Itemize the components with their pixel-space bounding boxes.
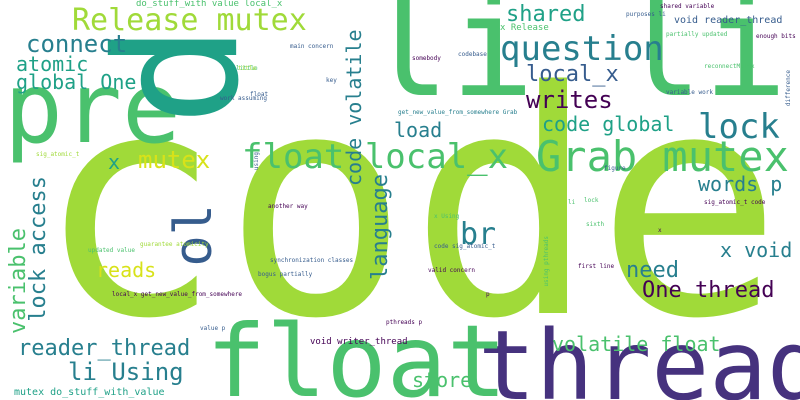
- word-using: using: [253, 152, 260, 171]
- word-writes: writes: [526, 86, 613, 114]
- word-br: br: [460, 217, 497, 252]
- word-float-small: float: [250, 91, 269, 98]
- word-void-writer-thread: void writer_thread: [310, 337, 408, 347]
- word-difference: difference: [785, 70, 792, 107]
- word-bogus-partially: bogus partially: [258, 271, 313, 278]
- word-synchronization-classes: synchronization classes: [270, 257, 354, 264]
- word-atomic: atomic: [16, 52, 89, 76]
- word-title: title: [238, 65, 257, 72]
- word-pre: pre: [4, 52, 182, 166]
- word-another-way: another way: [268, 203, 308, 210]
- word-valid-concern: valid concern: [428, 267, 475, 274]
- word-do-stuff-local-x: do_stuff_with value local_x: [136, 0, 283, 9]
- word-p-big: p: [102, 23, 301, 127]
- word-li-small: li: [568, 199, 576, 206]
- word-connect: connect: [26, 30, 128, 58]
- word-figure: figure: [604, 165, 626, 172]
- word-reads: reads: [96, 258, 157, 282]
- word-code-volatile: code volatile: [342, 29, 366, 186]
- word-x-left: x: [108, 150, 121, 174]
- word-load: load: [394, 118, 443, 142]
- word-small-p: p: [486, 291, 490, 298]
- word-updated-value: updated value: [88, 247, 135, 254]
- word-shared-variable: shared variable: [660, 3, 715, 10]
- word-one-thread: One thread: [642, 278, 775, 303]
- word-using-pthreads: using pthreads: [543, 236, 550, 287]
- word-sig-atomic-code: sig_atomic_t code: [704, 199, 766, 206]
- word-key: key: [326, 77, 337, 84]
- word-void-reader-thread: void reader_thread: [674, 15, 783, 26]
- word-x-using: x Using: [434, 213, 460, 220]
- word-get-new-value: get_new_value_from_somewhere Grab: [398, 109, 518, 116]
- word-x-void: x void: [720, 238, 793, 262]
- word-store: store: [412, 368, 473, 392]
- word-thread: thread: [478, 310, 800, 400]
- word-little: little: [236, 65, 258, 72]
- word-lock-small: lock: [584, 197, 599, 204]
- word-question: question: [500, 29, 664, 69]
- word-guarantee-atomicity: guarantee atomicity: [140, 241, 209, 248]
- word-local-x-top: local_x: [526, 62, 619, 87]
- word-somebody: somebody: [412, 55, 441, 62]
- word-first-line: first line: [578, 263, 615, 270]
- word-li-using: li Using: [68, 358, 184, 386]
- word-main-concern: main concern: [290, 43, 334, 50]
- word-volatile-float: volatile float: [552, 332, 721, 356]
- word-lock-access: lock access: [26, 176, 51, 322]
- word-codebase: codebase: [458, 51, 487, 58]
- word-pthreads-p: pthreads p: [386, 319, 423, 326]
- word-tiny-x: x: [658, 227, 662, 234]
- word-float-local-x: float local_x: [242, 137, 509, 177]
- word-ol: ol: [164, 204, 224, 267]
- word-language: language: [368, 174, 393, 280]
- word-variable-work: variable work: [666, 89, 713, 96]
- word-sig-atomic-t: sig_atomic_t: [36, 151, 80, 158]
- word-lock: lock: [698, 107, 780, 147]
- word-purposes-li: purposes li: [626, 11, 666, 18]
- word-release-mutex: Release mutex: [72, 3, 307, 38]
- word-shared: shared: [506, 2, 586, 27]
- word-grab-mutex: Grab mutex: [536, 132, 789, 181]
- word-reader-thread: reader_thread: [18, 336, 191, 361]
- word-local-x-get-new: local_x get_new_value_from_somewhere: [112, 291, 243, 298]
- word-sixth: sixth: [586, 221, 605, 228]
- word-work-assuming: work assuming: [220, 95, 267, 102]
- word-code: code: [36, 26, 783, 387]
- word-reconnect-mutex: reconnectMutex: [704, 63, 755, 70]
- word-code-sig-atomic: code sig_atomic_t: [434, 243, 496, 250]
- word-global-one: global One: [16, 70, 137, 94]
- word-need: need: [626, 258, 679, 283]
- word-code-global: code global: [542, 112, 675, 136]
- word-words-p: words p: [698, 172, 783, 196]
- word-float-big: float: [206, 303, 508, 400]
- word-partially-updated: partially updated: [666, 31, 728, 38]
- word-enough-bits: enough bits: [756, 33, 796, 40]
- word-value-p: value p: [200, 325, 226, 332]
- word-mutex-do-stuff: mutex do_stuff_with_value: [14, 387, 165, 398]
- word-mutex: mutex: [138, 146, 211, 174]
- word-li-big: li li li: [366, 0, 800, 129]
- word-x-release: x Release: [500, 23, 549, 33]
